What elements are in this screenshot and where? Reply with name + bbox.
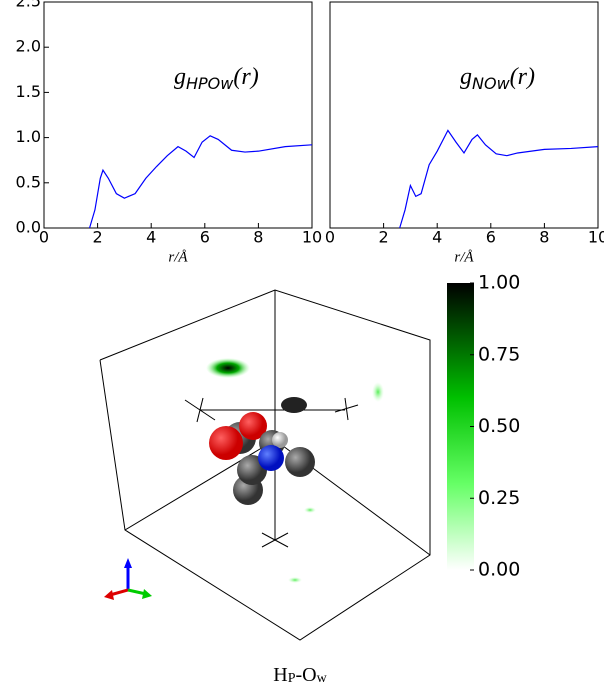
x-axis-label: r/Å: [168, 249, 188, 265]
panel-title: HP-Ow: [273, 664, 327, 687]
line-series: [88, 135, 313, 229]
y-tick-label: 2.5: [16, 0, 41, 11]
title-sub2: w: [317, 671, 328, 686]
title-sub1: P: [288, 671, 296, 686]
x-tick-label: 6: [200, 228, 210, 247]
plot-frame: [43, 1, 313, 229]
molecule: [206, 358, 384, 583]
title-mid: -O: [296, 664, 317, 686]
title-main: H: [273, 664, 287, 686]
y-tick-label: 1.5: [16, 82, 41, 101]
x-tick-label: 6: [486, 228, 496, 247]
x-axis-label: r/Å: [454, 249, 474, 265]
axis-triad: [104, 558, 152, 600]
colorbar-tick-label: 1.00: [478, 272, 520, 294]
annotation-tail: (r): [233, 64, 258, 90]
x-tick-label: 10: [588, 228, 604, 247]
x-tick-label: 8: [539, 228, 549, 247]
annotation-main: g: [174, 64, 186, 90]
x-tick-label: 2: [93, 228, 103, 247]
plot-frame: [329, 1, 599, 229]
annotation-main: g: [460, 64, 472, 90]
x-tick-label: 8: [253, 228, 263, 247]
y-tick-label: 2.0: [16, 37, 41, 56]
colorbar-tick-label: 0.50: [478, 415, 520, 437]
colorbar-tick-label: 0.75: [478, 343, 520, 365]
colorbar-tick-label: 0.25: [478, 487, 520, 509]
annotation: gHPOw(r): [174, 64, 259, 93]
x-tick-label: 2: [379, 228, 389, 247]
x-tick-label: 10: [302, 228, 322, 247]
colorbar: [447, 283, 474, 570]
annotation-sub: HPOw: [186, 74, 234, 93]
x-tick-label: 4: [146, 228, 156, 247]
annotation-tail: (r): [510, 64, 535, 90]
colorbar-tick-label: 0.00: [478, 559, 520, 581]
annotation: gNOw(r): [460, 64, 535, 93]
line-series: [399, 129, 599, 229]
x-tick-label: 4: [432, 228, 442, 247]
annotation-sub: NOw: [472, 74, 511, 93]
x-tick-label: 0: [325, 228, 335, 247]
y-tick-label: 0.0: [16, 218, 41, 237]
y-tick-label: 0.5: [16, 172, 41, 191]
x-tick-label: 0: [39, 228, 49, 247]
y-tick-label: 1.0: [16, 127, 41, 146]
